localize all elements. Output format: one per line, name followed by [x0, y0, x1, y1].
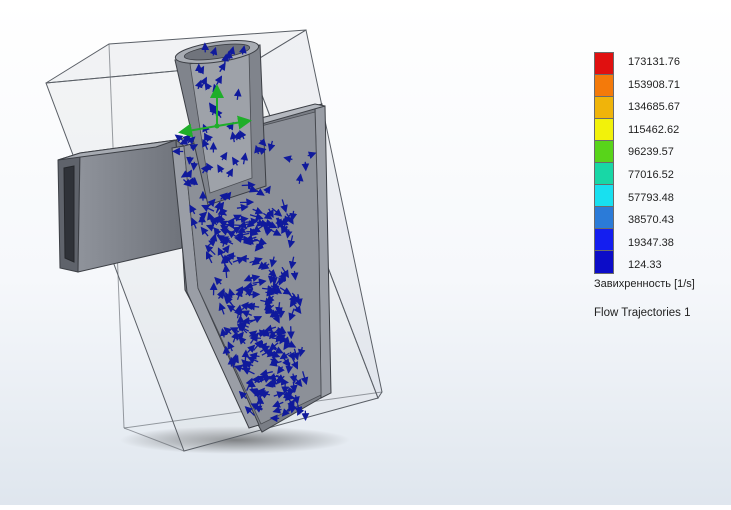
- legend-color-segment: [595, 141, 613, 163]
- flow-vector: [245, 351, 246, 362]
- legend-color-segment: [595, 229, 613, 251]
- legend-tick-label: 19347.38: [628, 237, 674, 249]
- flow-vector: [291, 326, 292, 338]
- legend-color-segment: [595, 119, 613, 141]
- legend-tick-label: 77016.52: [628, 169, 674, 181]
- legend-color-segment: [595, 207, 613, 229]
- legend-color-segment: [595, 185, 613, 207]
- flow-vector: [281, 307, 282, 317]
- legend-color-segment: [595, 53, 613, 75]
- flow-vector: [285, 381, 286, 393]
- legend-color-segment: [595, 251, 613, 273]
- legend-color-segment: [595, 163, 613, 185]
- inlet-duct: [58, 140, 182, 272]
- flow-vector: [226, 347, 227, 355]
- legend-tick-label: 134685.67: [628, 101, 680, 113]
- flow-vector: [194, 162, 195, 170]
- legend-tick-label: 124.33: [628, 259, 662, 271]
- flow-vector: [242, 185, 255, 186]
- legend-caption: Завихренность [1/s]: [594, 278, 695, 290]
- flow-vector: [252, 381, 253, 390]
- legend-color-segment: [595, 97, 613, 119]
- flow-vector: [194, 178, 195, 185]
- flow-vector: [189, 157, 190, 164]
- flow-vector: [224, 257, 225, 266]
- flow-vector: [242, 289, 252, 290]
- legend-tick-label: 38570.43: [628, 214, 674, 226]
- legend-color-segment: [595, 75, 613, 97]
- legend-color-bar: [594, 52, 614, 274]
- legend-tick-label: 96239.57: [628, 146, 674, 158]
- plot-name: Flow Trajectories 1: [594, 307, 691, 319]
- flow-vector: [228, 256, 236, 257]
- legend-tick-label: 153908.71: [628, 79, 680, 91]
- flow-vector: [305, 162, 306, 170]
- legend-tick-label: 173131.76: [628, 56, 680, 68]
- legend-tick-label: 115462.62: [628, 124, 679, 136]
- legend-tick-label: 57793.48: [628, 192, 674, 204]
- flow-vector: [273, 332, 285, 333]
